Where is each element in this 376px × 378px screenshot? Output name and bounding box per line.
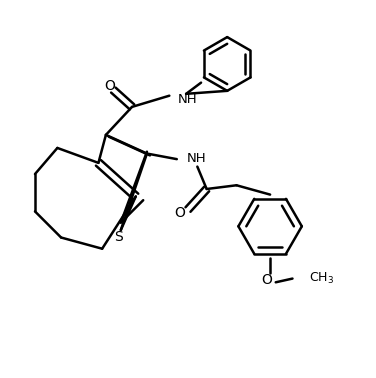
Text: O: O [174,206,185,220]
Text: NH: NH [177,93,197,106]
Text: O: O [104,79,115,93]
Text: CH$_3$: CH$_3$ [309,271,334,286]
Text: O: O [262,273,273,287]
Text: S: S [115,230,123,244]
Text: NH: NH [187,152,206,165]
